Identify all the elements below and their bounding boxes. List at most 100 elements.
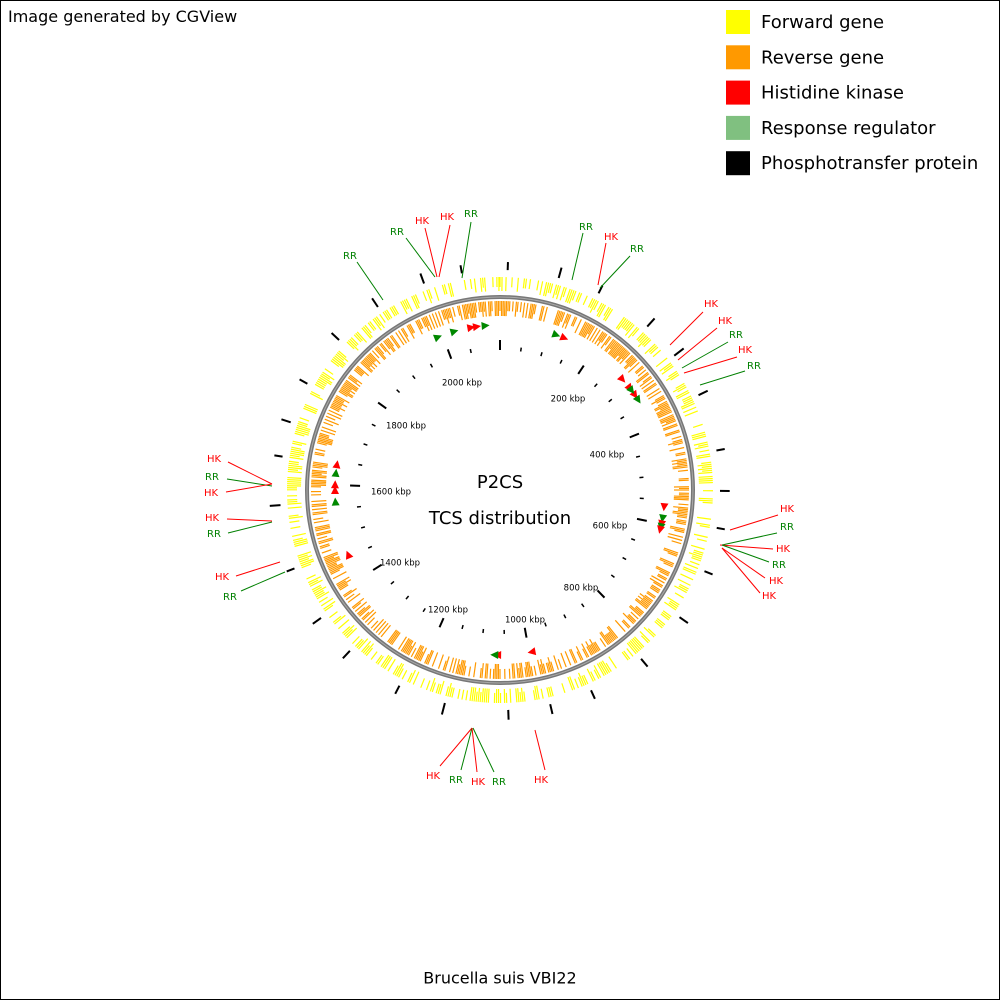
reverse-gene <box>431 313 439 328</box>
reverse-gene <box>311 504 327 508</box>
forward-gene <box>698 499 713 502</box>
reverse-gene <box>657 400 668 407</box>
forward-gene <box>447 283 453 298</box>
forward-gene <box>292 440 307 445</box>
forward-gene <box>347 340 359 351</box>
reverse-gene <box>612 345 624 359</box>
reverse-gene <box>671 540 682 545</box>
forward-gene <box>603 307 612 321</box>
reverse-gene <box>640 599 650 607</box>
reverse-gene <box>363 358 376 370</box>
forward-gene <box>571 290 577 301</box>
reverse-gene <box>660 417 675 424</box>
reverse-gene <box>557 659 563 669</box>
forward-gene <box>637 333 646 342</box>
reverse-gene <box>565 313 570 324</box>
forward-gene <box>544 282 550 297</box>
forward-gene <box>287 476 302 479</box>
forward-gene <box>626 642 637 655</box>
forward-gene <box>509 688 512 703</box>
forward-gene <box>684 410 698 417</box>
reverse-gene <box>659 415 675 423</box>
reverse-gene <box>637 595 651 606</box>
reverse-gene <box>397 330 408 344</box>
forward-gene <box>309 392 323 401</box>
reverse-gene <box>600 333 608 343</box>
forward-gene <box>447 682 452 697</box>
forward-gene <box>303 407 317 415</box>
reverse-gene <box>360 361 373 373</box>
reverse-gene <box>384 339 395 353</box>
legend-label: Phosphotransfer protein <box>761 153 978 174</box>
reverse-gene <box>659 557 675 565</box>
forward-gene <box>555 285 560 295</box>
forward-gene <box>293 540 308 545</box>
forward-gene <box>287 500 298 503</box>
backbone-highlight <box>306 296 694 684</box>
forward-gene <box>439 680 445 695</box>
scale-tick <box>429 363 434 368</box>
reverse-gene <box>581 322 590 337</box>
reverse-gene <box>587 325 594 335</box>
forward-gene <box>400 301 408 315</box>
forward-gene <box>369 321 377 330</box>
forward-gene <box>681 395 692 401</box>
scale-tick <box>636 517 647 522</box>
reverse-gene <box>325 556 340 563</box>
scale-tick <box>544 622 547 627</box>
reverse-gene <box>332 400 343 407</box>
callout-label: HK <box>471 777 486 788</box>
phosphotransfer-mark <box>274 454 283 458</box>
forward-gene <box>299 558 310 563</box>
forward-gene <box>367 322 375 331</box>
reverse-gene <box>324 556 335 562</box>
reverse-gene <box>677 463 688 466</box>
callout-line <box>225 483 273 493</box>
credit: Image generated by CGView <box>8 7 237 26</box>
reverse-gene <box>437 311 444 326</box>
reverse-gene <box>607 625 619 639</box>
reverse-gene <box>413 644 422 659</box>
callout-line <box>721 547 761 594</box>
forward-gene <box>520 687 524 702</box>
forward-gene <box>639 334 647 344</box>
reverse-gene <box>313 517 324 521</box>
reverse-gene <box>456 305 461 316</box>
forward-gene <box>631 328 640 337</box>
callout-label: HK <box>215 572 230 583</box>
phosphotransfer-mark <box>557 267 563 279</box>
phosphotransfer-mark <box>640 658 649 668</box>
reverse-gene <box>678 479 689 482</box>
forward-gene <box>549 283 554 294</box>
forward-gene <box>392 665 399 675</box>
reverse-gene <box>325 557 341 565</box>
forward-gene <box>308 579 319 586</box>
forward-gene <box>701 461 712 465</box>
forward-gene <box>287 468 299 471</box>
reverse-gene <box>667 440 683 446</box>
forward-gene <box>636 332 644 341</box>
reverse-gene <box>407 324 414 334</box>
forward-gene <box>350 337 359 346</box>
reverse-gene <box>604 634 612 644</box>
reverse-gene <box>672 464 688 468</box>
legend-label: Response regulator <box>761 118 936 139</box>
callout-label: RR <box>205 472 219 483</box>
reverse-gene <box>434 312 442 327</box>
forward-gene <box>401 670 408 680</box>
forward-gene <box>389 307 396 317</box>
reverse-gene <box>613 346 625 360</box>
reverse-gene <box>674 529 685 534</box>
forward-gene <box>604 308 614 322</box>
reverse-gene <box>311 476 327 479</box>
callout-label: RR <box>492 777 506 788</box>
forward-gene <box>674 585 687 594</box>
forward-gene <box>365 647 373 657</box>
reverse-gene <box>404 640 414 654</box>
tcs-marker <box>626 385 635 394</box>
reverse-gene <box>511 301 514 312</box>
reverse-gene <box>361 611 370 620</box>
forward-gene <box>663 364 673 371</box>
reverse-gene <box>484 663 487 679</box>
